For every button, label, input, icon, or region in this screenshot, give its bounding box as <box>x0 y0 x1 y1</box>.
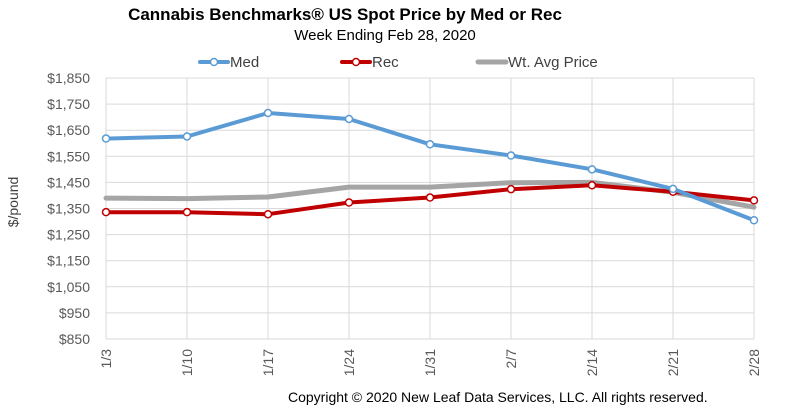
legend-marker <box>209 57 219 67</box>
data-point-med <box>344 114 354 124</box>
data-point-rec <box>749 196 759 205</box>
y-tick-label: $950 <box>59 305 90 321</box>
data-point-rec <box>182 207 192 217</box>
data-point-rec <box>506 184 516 194</box>
legend-item: Med <box>198 54 259 71</box>
x-tick-label: 2/14 <box>584 349 600 376</box>
x-tick-label: 2/7 <box>503 349 519 369</box>
data-point-med <box>263 108 273 118</box>
chart-title: Cannabis Benchmarks® US Spot Price by Me… <box>128 5 562 24</box>
y-tick-label: $1,850 <box>47 70 90 86</box>
x-tick-label: 1/17 <box>260 349 276 376</box>
data-point-rec <box>263 209 273 219</box>
gridlines <box>105 77 755 340</box>
copyright-notice: Copyright © 2020 New Leaf Data Services,… <box>288 389 708 405</box>
legend-marker <box>351 57 361 67</box>
x-tick-label: 1/31 <box>422 349 438 376</box>
legend-item: Rec <box>340 54 399 71</box>
data-point-med <box>182 132 192 141</box>
data-point-med <box>425 140 435 149</box>
x-tick-label: 2/21 <box>665 349 681 376</box>
y-tick-label: $1,150 <box>47 253 90 269</box>
legend-label: Rec <box>372 54 399 71</box>
y-tick-label: $1,450 <box>47 174 90 190</box>
data-point-med <box>506 151 516 160</box>
x-tick-label: 1/24 <box>341 349 357 376</box>
legend: Med Rec Wt. Avg Price <box>198 54 598 71</box>
legend-item: Wt. Avg Price <box>475 54 598 71</box>
y-tick-label: $1,350 <box>47 201 90 217</box>
data-point-rec <box>344 198 354 207</box>
y-tick-label: $1,050 <box>47 279 90 295</box>
data-point-rec <box>587 181 597 190</box>
x-tick-label: 1/10 <box>179 349 195 376</box>
x-tick-label: 1/3 <box>98 349 114 369</box>
data-point-rec <box>425 193 435 202</box>
legend-label: Med <box>230 54 259 71</box>
data-point-med <box>749 215 759 225</box>
y-tick-label: $1,650 <box>47 122 90 138</box>
x-tick-label: 2/28 <box>746 349 762 376</box>
y-tick-label: $850 <box>59 331 90 347</box>
data-point-med <box>587 165 597 174</box>
series-lines <box>101 108 759 225</box>
axes: $850 $950 $1,050 $1,150 $1,250 $1,350 $1,450 $1… <box>47 70 762 376</box>
y-tick-label: $1,750 <box>47 96 90 112</box>
legend-label: Wt. Avg Price <box>508 54 598 71</box>
data-point-med <box>668 184 678 194</box>
data-point-rec <box>101 207 111 217</box>
y-tick-label: $1,250 <box>47 227 90 243</box>
data-point-med <box>101 134 111 143</box>
chart-subtitle: Week Ending Feb 28, 2020 <box>294 27 476 44</box>
y-tick-label: $1,550 <box>47 148 90 164</box>
y-axis-title: $/pound <box>5 177 21 228</box>
